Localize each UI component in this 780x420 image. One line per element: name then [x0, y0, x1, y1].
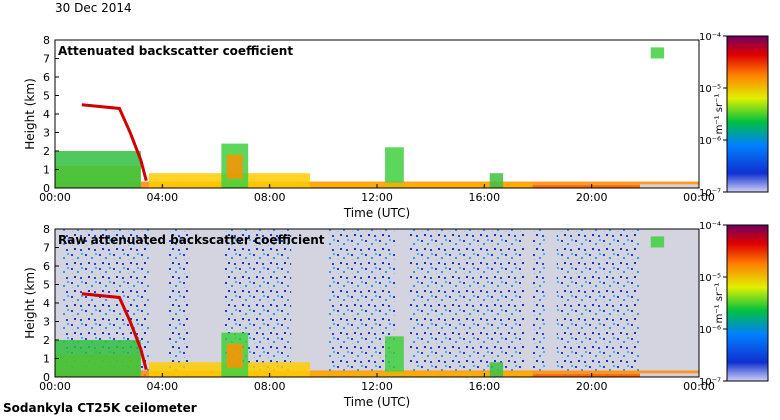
cloud-band — [309, 371, 533, 377]
colorbar-tick-label: 10⁻⁵ — [699, 84, 721, 95]
y-tick-label: 1 — [43, 164, 50, 177]
y-axis-title: Height (km) — [23, 267, 37, 338]
x-tick-label: 04:00 — [146, 380, 178, 393]
x-axis-title: Time (UTC) — [343, 395, 410, 409]
noise-band — [167, 229, 190, 377]
colorbar-label: m⁻¹ sr⁻¹ — [714, 94, 725, 135]
y-tick-label: 8 — [43, 223, 50, 236]
panel-title: Attenuated backscatter coefficient — [58, 44, 293, 58]
cloud-band — [532, 185, 640, 188]
y-tick-label: 7 — [43, 53, 50, 66]
cloud-trace — [81, 292, 148, 370]
cloud-band — [385, 147, 404, 188]
colorbar-tick-label: 10⁻⁷ — [699, 188, 721, 199]
noise-band — [409, 229, 525, 377]
y-axis-title: Height (km) — [23, 78, 37, 149]
y-tick-label: 3 — [43, 316, 50, 329]
cloud-band — [309, 182, 533, 188]
panel-title: Raw attenuated backscatter coefficient — [58, 233, 325, 247]
x-tick-label: 20:00 — [576, 380, 608, 393]
y-tick-label: 0 — [43, 371, 50, 384]
cloud-band — [639, 184, 699, 188]
x-tick-label: 16:00 — [468, 191, 500, 204]
cloud-band — [489, 173, 504, 188]
noise-band — [532, 229, 547, 377]
cloud-band — [226, 154, 243, 179]
colorbar-tick-label: 10⁻⁶ — [699, 325, 721, 336]
x-tick-label: 00:00 — [39, 380, 71, 393]
colorbar-tick-label: 10⁻⁶ — [699, 136, 721, 147]
colorbar-tick-label: 10⁻⁴ — [699, 221, 721, 232]
y-tick-label: 2 — [43, 145, 50, 158]
x-tick-label: 00:00 — [683, 380, 715, 393]
y-tick-label: 1 — [43, 353, 50, 366]
x-tick-label: 08:00 — [254, 380, 286, 393]
y-tick-label: 3 — [43, 127, 50, 140]
y-tick-label: 4 — [43, 297, 50, 310]
plot-area — [55, 40, 699, 188]
x-tick-label: 12:00 — [361, 191, 393, 204]
x-tick-label: 20:00 — [576, 191, 608, 204]
instrument-label: Sodankyla CT25K ceilometer — [3, 401, 197, 415]
y-tick-label: 7 — [43, 242, 50, 255]
x-tick-label: 04:00 — [146, 191, 178, 204]
cloud-band — [650, 47, 665, 59]
colorbar-label: m⁻¹ sr⁻¹ — [714, 283, 725, 324]
colorbar — [726, 224, 769, 382]
cloud-band — [385, 336, 404, 377]
y-tick-label: 6 — [43, 71, 50, 84]
x-tick-label: 12:00 — [361, 380, 393, 393]
colorbar-tick-label: 10⁻⁵ — [699, 273, 721, 284]
date-label: 30 Dec 2014 — [55, 1, 132, 15]
cloud-band — [532, 374, 640, 377]
cloud-band — [55, 151, 141, 188]
y-tick-label: 4 — [43, 108, 50, 121]
x-axis-title: Time (UTC) — [343, 206, 410, 220]
y-tick-label: 8 — [43, 34, 50, 47]
x-tick-label: 16:00 — [468, 380, 500, 393]
cloud-band — [489, 362, 504, 377]
noise-band — [328, 229, 396, 377]
y-tick-label: 2 — [43, 334, 50, 347]
y-tick-label: 0 — [43, 182, 50, 195]
colorbar-tick-label: 10⁻⁷ — [699, 377, 721, 388]
y-tick-label: 5 — [43, 279, 50, 292]
x-tick-label: 08:00 — [254, 191, 286, 204]
y-tick-label: 6 — [43, 260, 50, 273]
backscatter-panel: Raw attenuated backscatter coefficient00… — [23, 221, 769, 409]
colorbar-tick-label: 10⁻⁴ — [699, 32, 721, 43]
cloud-band — [55, 340, 141, 377]
y-tick-label: 5 — [43, 90, 50, 103]
x-tick-label: 00:00 — [683, 191, 715, 204]
colorbar — [726, 35, 769, 193]
cloud-band — [639, 373, 699, 377]
noise-band — [556, 229, 640, 377]
cloud-trace — [81, 103, 148, 181]
x-tick-label: 00:00 — [39, 191, 71, 204]
cloud-band — [226, 343, 243, 368]
cloud-band — [650, 236, 665, 248]
